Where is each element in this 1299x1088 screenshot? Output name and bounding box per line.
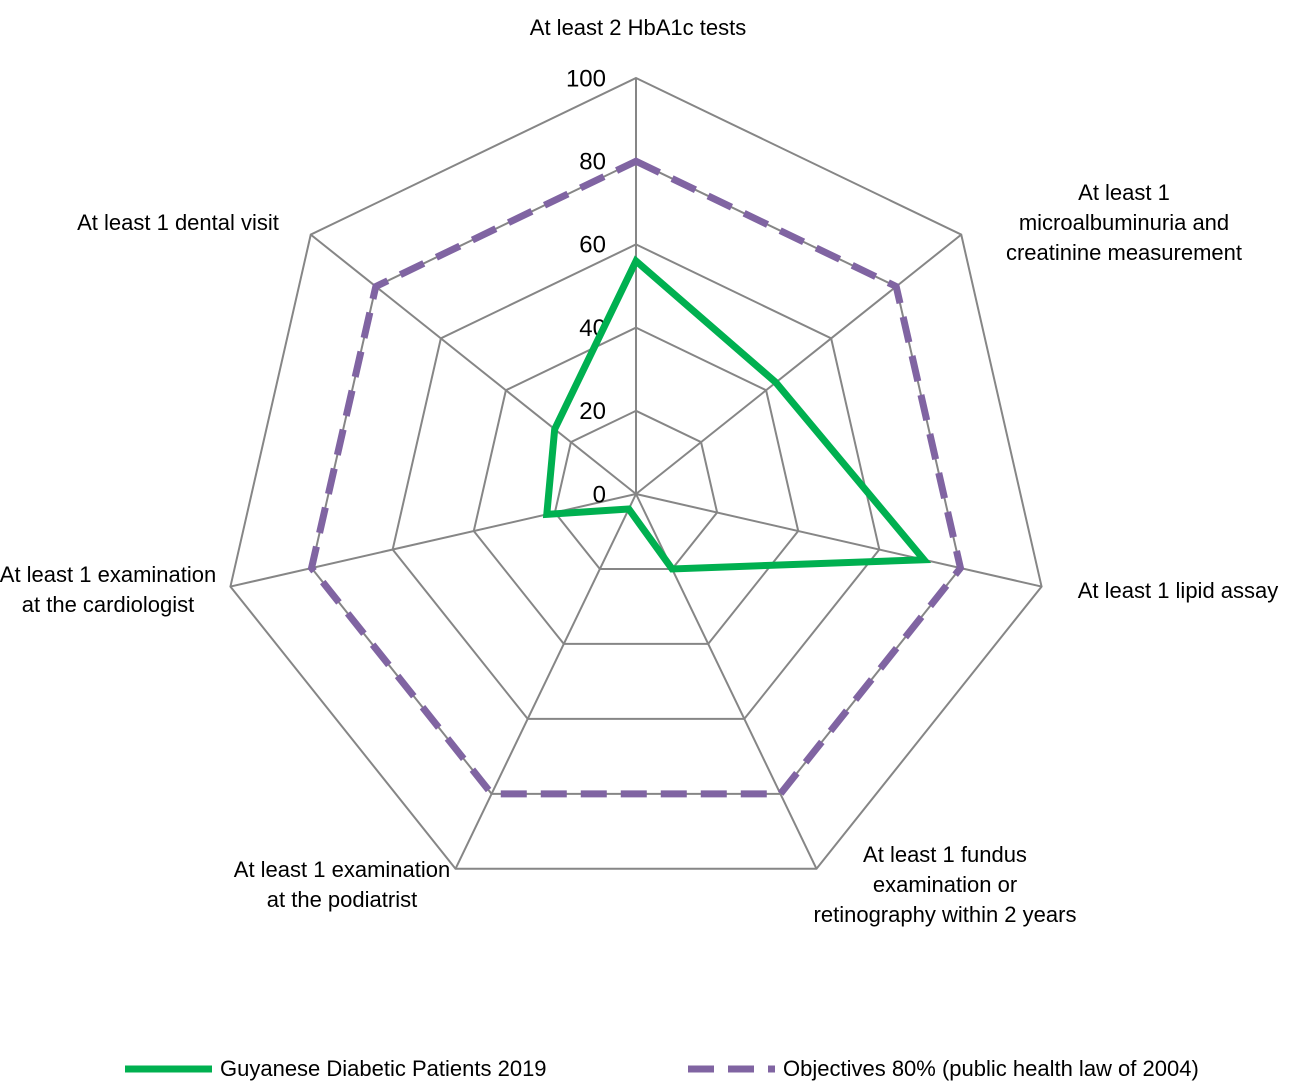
axis-spoke xyxy=(635,493,1042,588)
series-line xyxy=(542,255,932,573)
r-tick-label: 80 xyxy=(579,149,606,176)
category-label: At least 1 lipid assay xyxy=(1077,578,1279,603)
category-label: At least 1 dental visit xyxy=(77,210,279,235)
grid-ring xyxy=(553,409,719,570)
series-line xyxy=(307,157,965,798)
category-label: At least 1 microalbuminuria and creatini… xyxy=(1005,180,1242,265)
grid-ring xyxy=(229,76,1043,870)
grid-ring xyxy=(472,326,800,645)
category-label: At least 1 examination at the cardiologi… xyxy=(0,562,217,617)
r-tick-label: 20 xyxy=(579,398,606,425)
grid-ring xyxy=(391,243,881,720)
axis-spoke xyxy=(454,493,637,870)
axis-spoke xyxy=(230,493,637,588)
category-label: At least 1 examination at the podiatrist xyxy=(233,857,451,912)
category-label: At least 1 fundus examination or retinog… xyxy=(813,842,1077,927)
r-tick-label: 100 xyxy=(566,65,606,92)
axis-spoke xyxy=(635,233,962,495)
r-tick-label: 0 xyxy=(593,481,606,508)
r-tick-label: 60 xyxy=(579,232,606,259)
legend-label: Guyanese Diabetic Patients 2019 xyxy=(220,1056,547,1081)
axis-spoke xyxy=(635,493,818,870)
category-label: At least 2 HbA1c tests xyxy=(529,15,747,40)
axis-spoke xyxy=(310,233,637,495)
legend-label: Objectives 80% (public health law of 200… xyxy=(783,1056,1199,1081)
